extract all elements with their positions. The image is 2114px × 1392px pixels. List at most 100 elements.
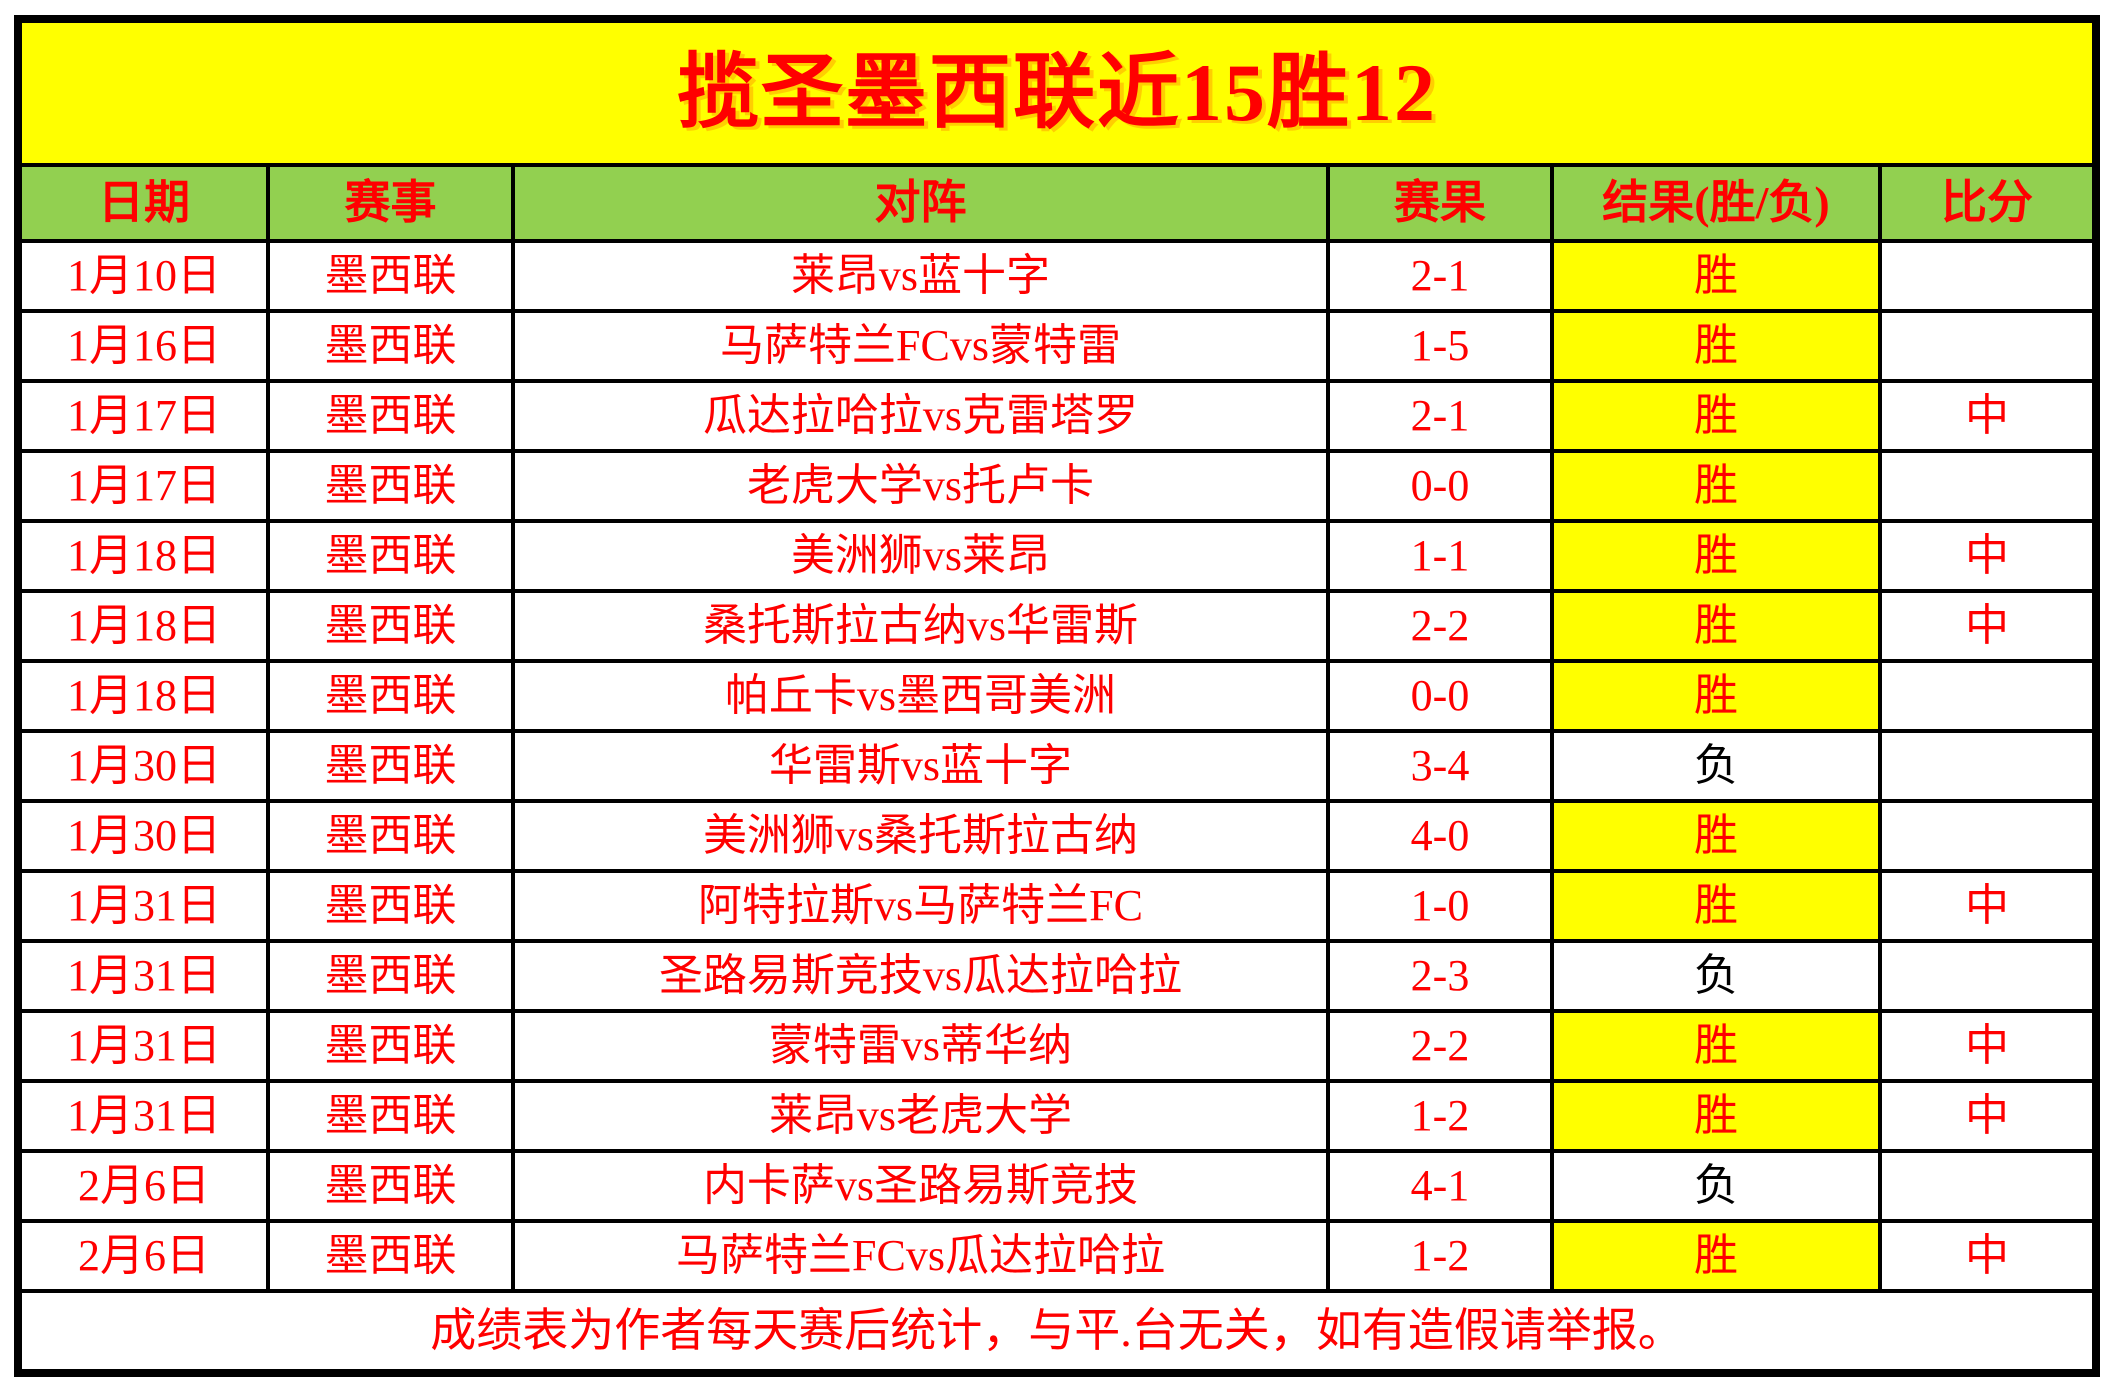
cell-league: 墨西联 [270, 313, 511, 379]
cell-hit [1882, 663, 2092, 729]
page-title: 揽圣墨西联近15胜12 [22, 23, 2092, 163]
cell-result: 负 [1554, 733, 1878, 799]
cell-result: 胜 [1554, 523, 1878, 589]
cell-result: 负 [1554, 1153, 1878, 1219]
cell-result: 胜 [1554, 1223, 1878, 1289]
cell-hit: 中 [1882, 1083, 2092, 1149]
cell-date: 1月17日 [22, 383, 266, 449]
cell-hit: 中 [1882, 1013, 2092, 1079]
cell-hit [1882, 733, 2092, 799]
results-table: 揽圣墨西联近15胜12 日期 赛事 对阵 赛果 结果(胜/负) 比分 1月10日 墨西联 莱昂v… [14, 15, 2100, 1377]
cell-league: 墨西联 [270, 523, 511, 589]
cell-league: 墨西联 [270, 243, 511, 309]
cell-league: 墨西联 [270, 1153, 511, 1219]
cell-match: 阿特拉斯vs马萨特兰FC [515, 873, 1326, 939]
cell-match: 马萨特兰FCvs蒙特雷 [515, 313, 1326, 379]
cell-match: 内卡萨vs圣路易斯竞技 [515, 1153, 1326, 1219]
cell-match: 帕丘卡vs墨西哥美洲 [515, 663, 1326, 729]
column-header-match: 对阵 [515, 167, 1326, 239]
cell-league: 墨西联 [270, 663, 511, 729]
cell-score: 1-2 [1330, 1083, 1550, 1149]
cell-league: 墨西联 [270, 453, 511, 519]
cell-result: 胜 [1554, 803, 1878, 869]
cell-match: 华雷斯vs蓝十字 [515, 733, 1326, 799]
cell-score: 1-1 [1330, 523, 1550, 589]
cell-league: 墨西联 [270, 1013, 511, 1079]
cell-hit [1882, 943, 2092, 1009]
cell-date: 2月6日 [22, 1153, 266, 1219]
cell-score: 1-0 [1330, 873, 1550, 939]
cell-match: 老虎大学vs托卢卡 [515, 453, 1326, 519]
cell-match: 圣路易斯竞技vs瓜达拉哈拉 [515, 943, 1326, 1009]
cell-league: 墨西联 [270, 943, 511, 1009]
cell-date: 1月16日 [22, 313, 266, 379]
cell-score: 0-0 [1330, 663, 1550, 729]
cell-match: 莱昂vs蓝十字 [515, 243, 1326, 309]
cell-date: 2月6日 [22, 1223, 266, 1289]
cell-hit [1882, 313, 2092, 379]
cell-hit: 中 [1882, 593, 2092, 659]
cell-hit [1882, 243, 2092, 309]
column-header-score: 赛果 [1330, 167, 1550, 239]
cell-score: 4-0 [1330, 803, 1550, 869]
cell-date: 1月18日 [22, 593, 266, 659]
cell-result: 胜 [1554, 593, 1878, 659]
cell-score: 2-1 [1330, 243, 1550, 309]
cell-score: 1-5 [1330, 313, 1550, 379]
cell-date: 1月10日 [22, 243, 266, 309]
cell-hit: 中 [1882, 523, 2092, 589]
cell-hit: 中 [1882, 873, 2092, 939]
cell-result: 胜 [1554, 243, 1878, 309]
cell-date: 1月18日 [22, 663, 266, 729]
cell-league: 墨西联 [270, 873, 511, 939]
cell-league: 墨西联 [270, 803, 511, 869]
cell-result: 胜 [1554, 663, 1878, 729]
cell-score: 3-4 [1330, 733, 1550, 799]
cell-match: 瓜达拉哈拉vs克雷塔罗 [515, 383, 1326, 449]
cell-date: 1月30日 [22, 733, 266, 799]
cell-score: 4-1 [1330, 1153, 1550, 1219]
cell-hit: 中 [1882, 1223, 2092, 1289]
column-header-league: 赛事 [270, 167, 511, 239]
cell-hit: 中 [1882, 383, 2092, 449]
cell-score: 2-1 [1330, 383, 1550, 449]
cell-result: 负 [1554, 943, 1878, 1009]
cell-hit [1882, 453, 2092, 519]
column-header-result: 结果(胜/负) [1554, 167, 1878, 239]
cell-score: 2-2 [1330, 593, 1550, 659]
cell-result: 胜 [1554, 383, 1878, 449]
column-header-hit: 比分 [1882, 167, 2092, 239]
cell-league: 墨西联 [270, 1083, 511, 1149]
cell-match: 莱昂vs老虎大学 [515, 1083, 1326, 1149]
cell-date: 1月31日 [22, 943, 266, 1009]
cell-score: 0-0 [1330, 453, 1550, 519]
cell-date: 1月17日 [22, 453, 266, 519]
cell-result: 胜 [1554, 1083, 1878, 1149]
cell-match: 马萨特兰FCvs瓜达拉哈拉 [515, 1223, 1326, 1289]
column-header-date: 日期 [22, 167, 266, 239]
cell-date: 1月31日 [22, 1013, 266, 1079]
cell-league: 墨西联 [270, 593, 511, 659]
cell-date: 1月30日 [22, 803, 266, 869]
cell-score: 2-2 [1330, 1013, 1550, 1079]
cell-match: 美洲狮vs桑托斯拉古纳 [515, 803, 1326, 869]
cell-league: 墨西联 [270, 383, 511, 449]
cell-hit [1882, 803, 2092, 869]
cell-date: 1月31日 [22, 1083, 266, 1149]
cell-result: 胜 [1554, 453, 1878, 519]
cell-match: 蒙特雷vs蒂华纳 [515, 1013, 1326, 1079]
footer-note: 成绩表为作者每天赛后统计，与平.台无关，如有造假请举报。 [22, 1293, 2092, 1369]
cell-date: 1月31日 [22, 873, 266, 939]
cell-score: 1-2 [1330, 1223, 1550, 1289]
cell-result: 胜 [1554, 1013, 1878, 1079]
cell-league: 墨西联 [270, 733, 511, 799]
cell-result: 胜 [1554, 313, 1878, 379]
cell-match: 美洲狮vs莱昂 [515, 523, 1326, 589]
cell-match: 桑托斯拉古纳vs华雷斯 [515, 593, 1326, 659]
cell-result: 胜 [1554, 873, 1878, 939]
cell-league: 墨西联 [270, 1223, 511, 1289]
cell-date: 1月18日 [22, 523, 266, 589]
cell-hit [1882, 1153, 2092, 1219]
cell-score: 2-3 [1330, 943, 1550, 1009]
